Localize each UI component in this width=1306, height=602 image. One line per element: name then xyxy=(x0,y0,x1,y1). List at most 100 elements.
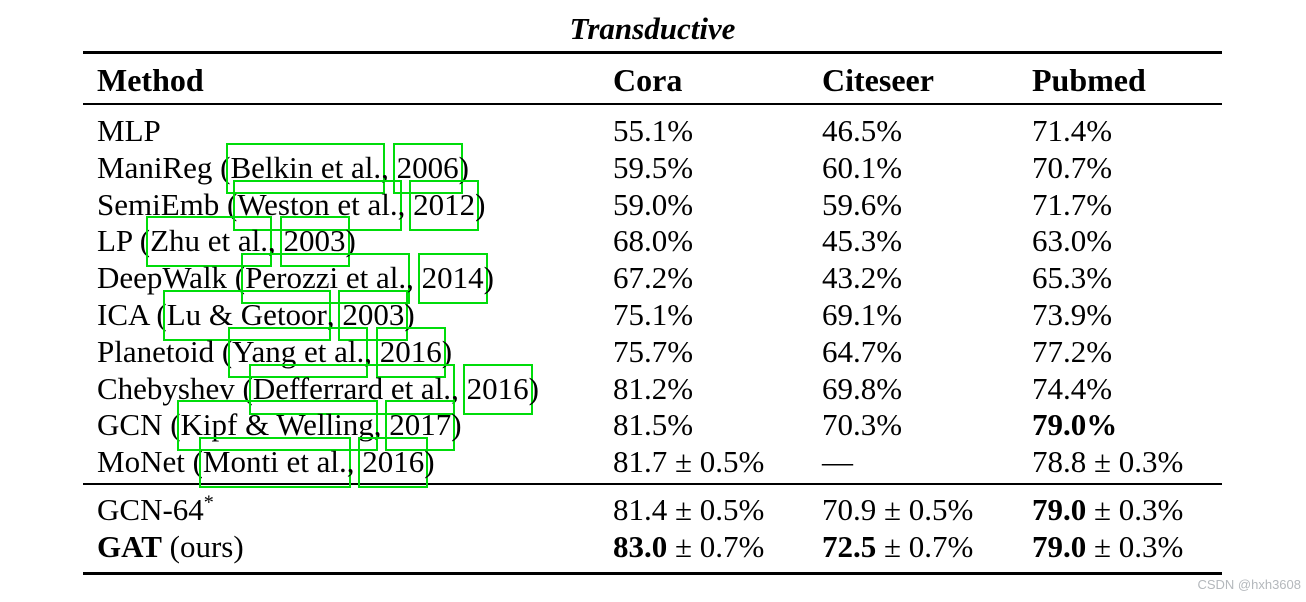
method-cell: GAT (ours) xyxy=(83,529,613,566)
method-label: ManiReg ( xyxy=(97,149,231,185)
method-label-suffix: ) xyxy=(441,333,453,369)
citation-separator: , xyxy=(406,260,422,296)
citation-box: Lu & Getoor xyxy=(162,289,331,341)
citation-year-box: 2016 xyxy=(358,437,429,489)
table-row-deepwalk: DeepWalk (Perozzi et al., 2014) 67.2% 43… xyxy=(83,253,1222,305)
value: ± 0.7% xyxy=(876,528,974,564)
value-bold: 79.0 xyxy=(1032,492,1087,527)
cell-citeseer: 70.9 ± 0.5% xyxy=(822,492,1032,529)
cell-cora: 81.4 ± 0.5% xyxy=(613,492,822,529)
value: 70.7% xyxy=(1032,149,1113,185)
value: 81.4 ± 0.5% xyxy=(613,492,765,527)
cell-pubmed: 79.0 ± 0.3% xyxy=(1032,492,1222,529)
table-header-row: Method Cora Citeseer Pubmed xyxy=(83,57,1222,103)
cell-citeseer: 72.5 ± 0.7% xyxy=(822,529,1032,566)
method-label-suffix: ) xyxy=(483,260,494,296)
method-cell: MLP xyxy=(83,113,613,150)
cell-citeseer: 60.1% xyxy=(822,150,1032,187)
citation-box: Yang et al. xyxy=(228,326,369,378)
citation-box: Perozzi et al. xyxy=(241,253,411,305)
value: 59.0% xyxy=(613,186,694,222)
citation-box: Zhu et al. xyxy=(146,216,273,268)
cell-cora: 75.7% xyxy=(613,334,822,371)
table-row-semiemb: SemiEmb (Weston et al., 2012) 59.0% 59.6… xyxy=(83,179,1222,231)
method-label: SemiEmb ( xyxy=(97,186,238,222)
table-row-gat: GAT (ours) 83.0 ± 0.7% 72.5 ± 0.7% 79.0 … xyxy=(83,529,1222,566)
cell-citeseer: 43.2% xyxy=(822,260,1032,297)
value: 78.8 ± 0.3% xyxy=(1032,444,1184,480)
table-row-ica: ICA (Lu & Getoor, 2003) 75.1% 69.1% 73.9… xyxy=(83,289,1222,341)
method-cell: LP (Zhu et al., 2003) xyxy=(83,216,613,268)
cell-pubmed: 77.2% xyxy=(1032,334,1222,371)
citation-separator: , xyxy=(364,333,380,369)
method-label: Chebyshev ( xyxy=(97,370,253,406)
value: ± 0.3% xyxy=(1086,528,1184,564)
value: 69.8% xyxy=(822,370,903,406)
cell-pubmed: 79.0% xyxy=(1032,407,1222,444)
method-label: ICA ( xyxy=(97,296,167,332)
cell-pubmed: 71.7% xyxy=(1032,187,1222,224)
value: 65.3% xyxy=(1032,260,1113,296)
method-label-suffix: ) xyxy=(528,370,539,406)
cell-citeseer: 69.1% xyxy=(822,297,1032,334)
value: 64.7% xyxy=(822,333,903,369)
cell-cora: 75.1% xyxy=(613,297,822,334)
citation-year-box: 2016 xyxy=(375,326,446,378)
value: 63.0% xyxy=(1032,223,1113,259)
value: 70.9 ± 0.5% xyxy=(822,492,974,527)
method-label-bold: GAT xyxy=(97,528,162,564)
cell-cora: 83.0 ± 0.7% xyxy=(613,529,822,566)
method-label: (ours) xyxy=(161,528,244,564)
table-row-monet: MoNet (Monti et al., 2016) 81.7 ± 0.5% —… xyxy=(83,437,1222,489)
table-row-gcn: GCN (Kipf & Welling, 2017) 81.5% 70.3% 7… xyxy=(83,400,1222,452)
cell-citeseer: — xyxy=(822,444,1032,481)
citation-separator: , xyxy=(451,370,467,406)
citation-separator: , xyxy=(373,407,390,443)
method-cell: Planetoid (Yang et al., 2016) xyxy=(83,326,613,378)
table-row-planetoid: Planetoid (Yang et al., 2016) 75.7% 64.7… xyxy=(83,326,1222,378)
cell-cora: 81.2% xyxy=(613,371,822,408)
value: 46.5% xyxy=(822,113,903,148)
column-header-pubmed: Pubmed xyxy=(1032,62,1146,98)
column-header-method: Method xyxy=(97,62,204,98)
cell-citeseer: 69.8% xyxy=(822,371,1032,408)
value: 81.7 ± 0.5% xyxy=(613,444,765,480)
table-rule-bottom xyxy=(83,572,1222,575)
method-label: MLP xyxy=(97,113,161,148)
table-row-lp: LP (Zhu et al., 2003) 68.0% 45.3% 63.0% xyxy=(83,216,1222,268)
table-body-ours: GCN-64* 81.4 ± 0.5% 70.9 ± 0.5% 79.0 ± 0… xyxy=(83,486,1222,566)
method-cell: GCN (Kipf & Welling, 2017) xyxy=(83,400,613,452)
citation-separator: , xyxy=(346,444,363,480)
table-rule-below-header xyxy=(83,103,1222,105)
value: ± 0.3% xyxy=(1086,492,1184,527)
value-bold: 79.0 xyxy=(1032,528,1087,564)
method-cell: GCN-64* xyxy=(83,492,613,529)
value: 59.6% xyxy=(822,186,903,222)
citation-year-box: 2012 xyxy=(409,179,480,231)
value: 74.4% xyxy=(1032,370,1113,406)
value: 75.1% xyxy=(613,296,694,332)
citation-box: Weston et al. xyxy=(233,179,402,231)
method-label-suffix: ) xyxy=(345,223,356,259)
table-row-gcn64: GCN-64* 81.4 ± 0.5% 70.9 ± 0.5% 79.0 ± 0… xyxy=(83,492,1222,529)
table-rule-mid xyxy=(83,483,1222,485)
citation-box: Defferrard et al. xyxy=(248,363,456,415)
cell-pubmed: 74.4% xyxy=(1032,371,1222,408)
citation-year-box: 2006 xyxy=(392,142,463,194)
value: 71.7% xyxy=(1032,186,1113,222)
value: 67.2% xyxy=(613,260,694,296)
citation-box: Belkin et al. xyxy=(226,142,386,194)
citation-year-box: 2003 xyxy=(279,216,350,268)
cell-cora: 81.5% xyxy=(613,407,822,444)
method-label: MoNet ( xyxy=(97,444,203,480)
cell-citeseer: 70.3% xyxy=(822,407,1032,444)
cell-citeseer: 45.3% xyxy=(822,223,1032,260)
cell-pubmed: 71.4% xyxy=(1032,113,1222,150)
value: 81.5% xyxy=(613,407,694,443)
cell-pubmed: 79.0 ± 0.3% xyxy=(1032,529,1222,566)
method-cell: Chebyshev (Defferrard et al., 2016) xyxy=(83,363,613,415)
value: 69.1% xyxy=(822,296,903,332)
method-label-suffix: ) xyxy=(451,407,462,443)
value: 77.2% xyxy=(1032,333,1113,369)
